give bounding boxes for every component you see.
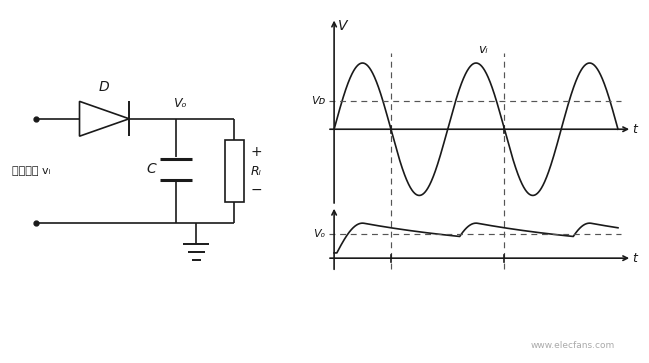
Text: Vᴅ: Vᴅ <box>311 97 325 106</box>
Text: vᵢ: vᵢ <box>478 43 487 56</box>
Bar <box>225 140 243 203</box>
Text: +: + <box>251 145 262 159</box>
Text: t: t <box>633 252 637 265</box>
Text: Vₒ: Vₒ <box>173 97 186 110</box>
Text: 交流电源 vᵢ: 交流电源 vᵢ <box>12 166 51 176</box>
Text: D: D <box>99 80 110 94</box>
Text: −: − <box>251 183 262 197</box>
Text: www.elecfans.com: www.elecfans.com <box>530 341 615 350</box>
Text: Vₒ: Vₒ <box>313 229 325 240</box>
Text: V: V <box>338 20 348 33</box>
Text: C: C <box>146 162 156 176</box>
Text: Rₗ: Rₗ <box>251 164 261 178</box>
Text: t: t <box>633 123 637 136</box>
